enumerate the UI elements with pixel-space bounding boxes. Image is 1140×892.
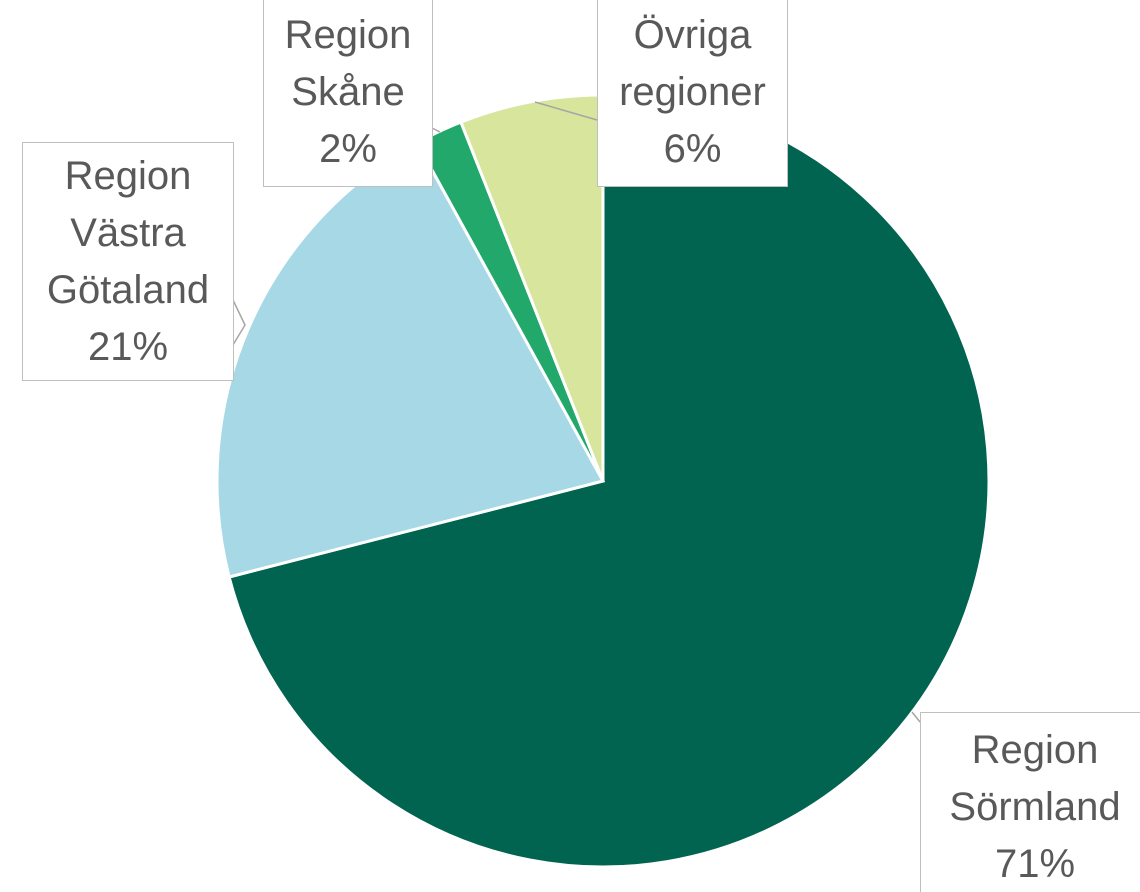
pie-slice [227, 93, 991, 869]
slices [215, 93, 991, 869]
category-label: Region Västra Götaland [46, 153, 210, 312]
category-label: Region Skåne [284, 13, 412, 114]
percent-label: 2% [319, 127, 377, 171]
percent-label: 6% [663, 127, 722, 171]
data-label: Region Västra Götaland 21% [22, 142, 234, 381]
percent-label: 21% [87, 324, 169, 369]
category-label: Övriga regioner [619, 13, 766, 114]
data-label: Region Skåne 2% [263, 0, 433, 187]
data-label: Region Sörmland 71% [920, 712, 1140, 892]
leader-line [534, 101, 598, 121]
leader-line [431, 127, 441, 133]
leader-line [911, 711, 921, 723]
data-label: Övriga regioner 6% [597, 0, 788, 187]
percent-label: 71% [994, 841, 1076, 886]
category-label: Region Sörmland [949, 727, 1121, 829]
